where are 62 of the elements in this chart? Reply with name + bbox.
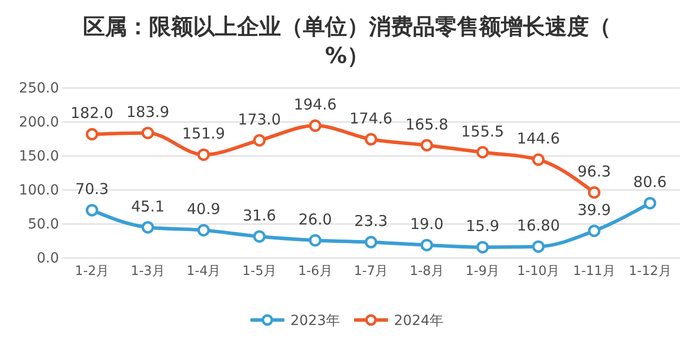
data-label: 173.0 bbox=[238, 110, 281, 128]
data-label: 96.3 bbox=[577, 162, 611, 181]
data-label: 26.0 bbox=[298, 210, 332, 228]
point bbox=[308, 234, 322, 247]
data-label: 15.9 bbox=[466, 217, 500, 236]
data-label: 174.6 bbox=[350, 109, 392, 128]
data-label: 165.8 bbox=[405, 115, 448, 134]
legend-label: 2023年 bbox=[290, 312, 340, 329]
data-label: 151.9 bbox=[182, 124, 226, 143]
data-label: 182.0 bbox=[70, 104, 114, 122]
point bbox=[532, 240, 545, 253]
point bbox=[253, 134, 266, 147]
y-tick-label: 50.0 bbox=[28, 216, 59, 232]
x-tick-label: 1-4月 bbox=[186, 264, 221, 280]
point bbox=[420, 238, 434, 252]
data-label: 45.1 bbox=[131, 197, 165, 216]
y-tick-label: 150.0 bbox=[18, 148, 59, 164]
point bbox=[364, 133, 378, 146]
point bbox=[142, 126, 154, 140]
x-tick-label: 1-8月 bbox=[410, 264, 444, 280]
point bbox=[86, 204, 98, 216]
point bbox=[476, 240, 489, 254]
x-tick-label: 1-6月 bbox=[298, 264, 332, 280]
x-tick-label: 1-5月 bbox=[242, 264, 277, 280]
y-tick-label: 200.0 bbox=[18, 114, 59, 130]
data-label: 31.6 bbox=[242, 206, 276, 225]
data-label: 155.5 bbox=[461, 122, 504, 140]
point bbox=[364, 236, 378, 248]
x-tick-label: 1-10月 bbox=[517, 264, 560, 280]
y-tick-label: 0.0 bbox=[36, 250, 59, 266]
point bbox=[420, 139, 434, 152]
data-label: 70.3 bbox=[75, 180, 109, 198]
x-tick-label: 1-2月 bbox=[74, 264, 110, 280]
point bbox=[253, 230, 266, 243]
point bbox=[588, 186, 600, 199]
point bbox=[197, 148, 210, 161]
point bbox=[142, 221, 154, 234]
point bbox=[532, 153, 545, 166]
point bbox=[588, 224, 600, 238]
data-label: 80.6 bbox=[633, 173, 667, 192]
data-label: 23.3 bbox=[354, 212, 388, 230]
data-label: 194.6 bbox=[294, 96, 337, 114]
x-tick-label: 1-9月 bbox=[465, 264, 500, 280]
x-tick-label: 1-7月 bbox=[354, 264, 388, 280]
legend-label: 2024年 bbox=[394, 312, 444, 329]
y-tick-label: 250.0 bbox=[18, 80, 59, 96]
data-label: 144.6 bbox=[516, 130, 560, 148]
data-label: 183.9 bbox=[126, 102, 170, 121]
point bbox=[197, 224, 210, 236]
data-label: 40.9 bbox=[186, 200, 220, 218]
x-tick-label: 1-3月 bbox=[130, 264, 165, 280]
x-tick-label: 1-11月 bbox=[572, 264, 616, 280]
y-tick-label: 100.0 bbox=[18, 182, 59, 198]
x-tick-label: 1-12月 bbox=[628, 264, 672, 280]
point bbox=[308, 119, 322, 132]
data-label: 19.0 bbox=[410, 215, 444, 234]
chart-title: 区属：限额以上企业（单位）消费品零售额增长速度（%） bbox=[83, 14, 611, 69]
point bbox=[644, 196, 656, 210]
point bbox=[86, 128, 98, 140]
data-label: 39.9 bbox=[577, 200, 611, 219]
data-label: 16.80 bbox=[516, 216, 560, 235]
point bbox=[476, 146, 489, 159]
